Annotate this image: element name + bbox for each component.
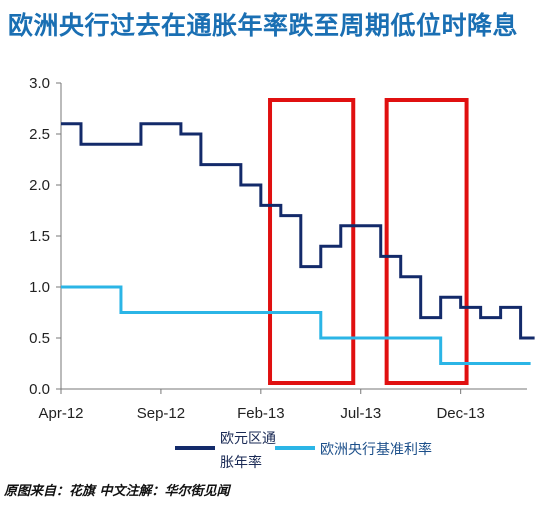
y-tick-label: 1.0 xyxy=(29,279,50,296)
y-tick-label: 2.5 xyxy=(29,126,50,143)
y-tick-label: 0.0 xyxy=(29,381,50,398)
highlight-boxes xyxy=(268,98,469,385)
source-note: 原图来自：花旗 中文注解：华尔街见闻 xyxy=(4,484,230,499)
legend-label-inflation-line1: 欧元区通 xyxy=(220,431,276,447)
legend-label-ecb-rate: 欧洲央行基准利率 xyxy=(320,441,432,458)
series-line-inflation xyxy=(61,122,535,340)
y-tick-label: 3.0 xyxy=(29,75,50,92)
y-tick-label: 0.5 xyxy=(29,330,50,347)
legend: 欧元区通 胀年率 欧洲央行基准利率 xyxy=(175,431,432,471)
x-tick-label: Jul-13 xyxy=(340,405,381,422)
x-tick-label: Sep-12 xyxy=(137,405,185,422)
highlight-box-1 xyxy=(268,98,356,385)
legend-label-inflation-line2: 胀年率 xyxy=(220,454,262,471)
axes: 0.0 0.5 1.0 1.5 2.0 2.5 3.0 Apr-12 Sep-12 Feb-13 J… xyxy=(29,75,527,422)
series-lines xyxy=(61,122,535,365)
y-tick-label: 2.0 xyxy=(29,177,50,194)
y-tick-label: 1.5 xyxy=(29,228,50,245)
chart-title: 欧洲央行过去在通胀年率跌至周期低位时降息 xyxy=(8,11,519,40)
x-tick-label: Feb-13 xyxy=(237,405,285,422)
series-line-ecb-rate xyxy=(61,285,531,365)
highlight-box-2 xyxy=(384,98,469,385)
x-tick-label: Dec-13 xyxy=(436,405,484,422)
x-tick-label: Apr-12 xyxy=(38,405,83,422)
